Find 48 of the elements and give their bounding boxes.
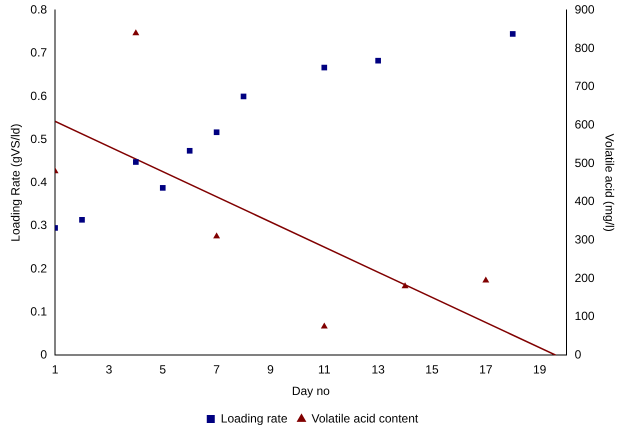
point (240, 94, 246, 100)
x-tick-label: 11 (318, 362, 331, 377)
y-tick-label: 0.3 (30, 218, 48, 232)
y2-tick-label: 0 (574, 348, 582, 362)
y2-tick-label: 200 (574, 270, 595, 285)
point (375, 58, 381, 64)
y2-tick-label: 400 (574, 194, 595, 208)
legend-label: Volatile acid content (311, 411, 419, 426)
x-tick-label: 3 (106, 362, 113, 377)
point (133, 159, 139, 165)
x-tick-label: 19 (532, 362, 547, 377)
y-tick-label: 0.8 (30, 2, 48, 17)
x-tick-label: 13 (371, 362, 386, 377)
legend-label: Loading rate (220, 411, 288, 426)
x-tick-label: 1 (52, 362, 59, 377)
point (186, 148, 193, 154)
y-tick-label: 0.2 (30, 261, 48, 276)
point (402, 282, 409, 288)
y-tick-label: 0 (40, 348, 48, 362)
y-tick-label: 0.7 (30, 46, 48, 60)
y2-tick-label: 700 (574, 79, 595, 94)
point (320, 322, 328, 328)
y-tick-label: 0.4 (30, 175, 48, 190)
y2-tick-label: 300 (574, 232, 595, 247)
x-tick-label: 5 (159, 362, 166, 377)
y-tick-label: 0.1 (30, 304, 48, 318)
point (214, 129, 220, 136)
point (510, 31, 516, 37)
point (482, 276, 490, 282)
point (132, 29, 140, 36)
y2-tick-label: 100 (574, 309, 595, 324)
y2-axis-title: Volatile acid (mg/l) (602, 134, 616, 232)
point (321, 64, 328, 70)
x-tick-label: 15 (425, 362, 439, 377)
y2-tick-label: 500 (574, 156, 595, 170)
x-tick-label: 9 (267, 362, 274, 377)
y-tick-label: 0.5 (30, 132, 48, 146)
y2-tick-label: 900 (574, 2, 595, 17)
point (79, 216, 85, 223)
x-tick-label: 7 (213, 362, 220, 377)
x-tick-label: 17 (479, 362, 493, 377)
y2-tick-label: 800 (574, 40, 595, 55)
point (213, 232, 220, 238)
y-tick-label: 0.6 (30, 88, 48, 103)
x-axis-title: Day no (292, 384, 330, 398)
y-axis-title: Loading Rate (gVS/ld) (8, 124, 23, 242)
y2-tick-label: 600 (574, 118, 595, 132)
point (160, 185, 166, 191)
